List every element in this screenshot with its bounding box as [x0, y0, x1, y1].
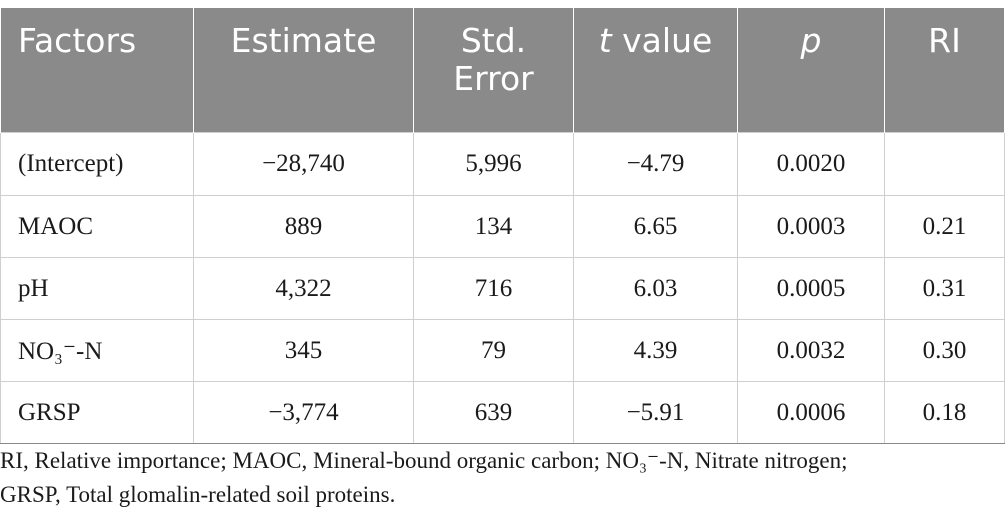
header-std-line2: Error [453, 59, 534, 98]
cell-factor: NO₃⁻-N [0, 319, 194, 382]
table-row: (Intercept) −28,740 5,996 −4.79 0.0020 [0, 132, 1005, 196]
cell-t-value: 4.39 [573, 319, 738, 382]
cell-std-error: 79 [413, 319, 574, 382]
header-ri: RI [884, 8, 1005, 133]
table-row: pH 4,322 716 6.03 0.0005 0.31 [0, 257, 1005, 320]
header-p: p [737, 8, 885, 133]
header-std-line1: Std. [460, 21, 527, 60]
cell-estimate: −28,740 [193, 132, 414, 196]
header-factors: Factors [0, 8, 194, 133]
cell-t-value: 6.65 [573, 195, 738, 258]
cell-ri [884, 132, 1005, 196]
regression-table: Factors Estimate Std. Error t value p RI… [0, 8, 1005, 444]
cell-p: 0.0006 [737, 381, 885, 444]
table-footnote: RI, Relative importance; MAOC, Mineral-b… [0, 444, 1000, 512]
footnote-line-1: RI, Relative importance; MAOC, Mineral-b… [0, 448, 848, 473]
cell-t-value: 6.03 [573, 257, 738, 320]
table-row: MAOC 889 134 6.65 0.0003 0.21 [0, 195, 1005, 258]
table-row: NO₃⁻-N 345 79 4.39 0.0032 0.30 [0, 319, 1005, 382]
cell-factor: GRSP [0, 381, 194, 444]
cell-std-error: 5,996 [413, 132, 574, 196]
header-t-rest: value [611, 21, 713, 60]
cell-estimate: 4,322 [193, 257, 414, 320]
cell-t-value: −5.91 [573, 381, 738, 444]
table-body: (Intercept) −28,740 5,996 −4.79 0.0020 M… [0, 132, 1005, 444]
table-row: GRSP −3,774 639 −5.91 0.0006 0.18 [0, 381, 1005, 444]
cell-factor: MAOC [0, 195, 194, 258]
header-t-value: t value [573, 8, 738, 133]
cell-p: 0.0005 [737, 257, 885, 320]
cell-ri: 0.18 [884, 381, 1005, 444]
cell-std-error: 716 [413, 257, 574, 320]
cell-std-error: 639 [413, 381, 574, 444]
header-estimate: Estimate [193, 8, 414, 133]
cell-ri: 0.30 [884, 319, 1005, 382]
header-p-italic: p [800, 21, 822, 60]
header-t-italic: t [598, 21, 612, 60]
cell-ri: 0.21 [884, 195, 1005, 258]
cell-t-value: −4.79 [573, 132, 738, 196]
table-header: Factors Estimate Std. Error t value p RI [0, 8, 1005, 133]
cell-p: 0.0032 [737, 319, 885, 382]
cell-std-error: 134 [413, 195, 574, 258]
cell-estimate: −3,774 [193, 381, 414, 444]
cell-estimate: 345 [193, 319, 414, 382]
footnote-line-2: GRSP, Total glomalin-related soil protei… [0, 482, 396, 507]
cell-p: 0.0003 [737, 195, 885, 258]
header-std-error: Std. Error [413, 8, 574, 133]
cell-estimate: 889 [193, 195, 414, 258]
cell-p: 0.0020 [737, 132, 885, 196]
cell-factor: pH [0, 257, 194, 320]
cell-factor: (Intercept) [0, 132, 194, 196]
cell-ri: 0.31 [884, 257, 1005, 320]
